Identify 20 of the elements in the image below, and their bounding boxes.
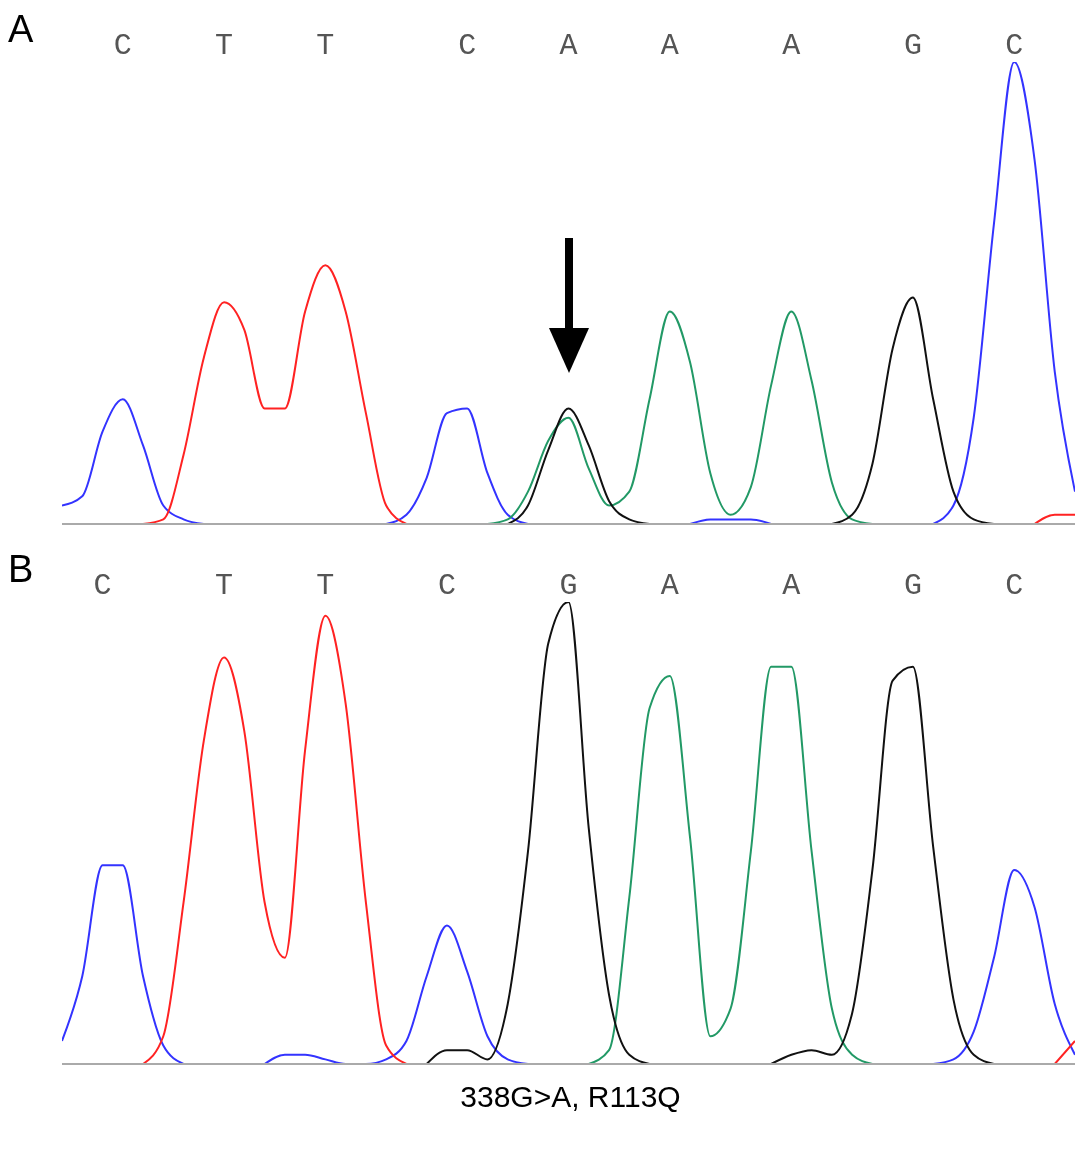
x-tick-label: T (316, 29, 335, 63)
x-tick-label: C (1005, 29, 1024, 63)
x-tick-label: G (903, 29, 922, 63)
x-tick-label: G (903, 569, 922, 603)
x-tick-label: G (559, 569, 578, 603)
x-tick-label: C (458, 29, 477, 63)
x-tick-label: C (113, 29, 132, 63)
x-tick-label: T (215, 569, 234, 603)
x-tick-label: A (559, 29, 578, 63)
x-tick-label: A (782, 569, 801, 603)
x-tick-label: T (316, 569, 335, 603)
chart-title: B (8, 548, 34, 591)
x-tick-label: C (1005, 569, 1024, 603)
x-tick-label: A (660, 569, 679, 603)
text: 338G>A, R113Q (459, 1080, 682, 1114)
x-tick-label: T (215, 29, 234, 63)
x-tick-label: C (93, 569, 112, 603)
x-tick-label: C (437, 569, 456, 603)
x-tick-label: A (660, 29, 679, 63)
x-tick-label: A (782, 29, 801, 63)
